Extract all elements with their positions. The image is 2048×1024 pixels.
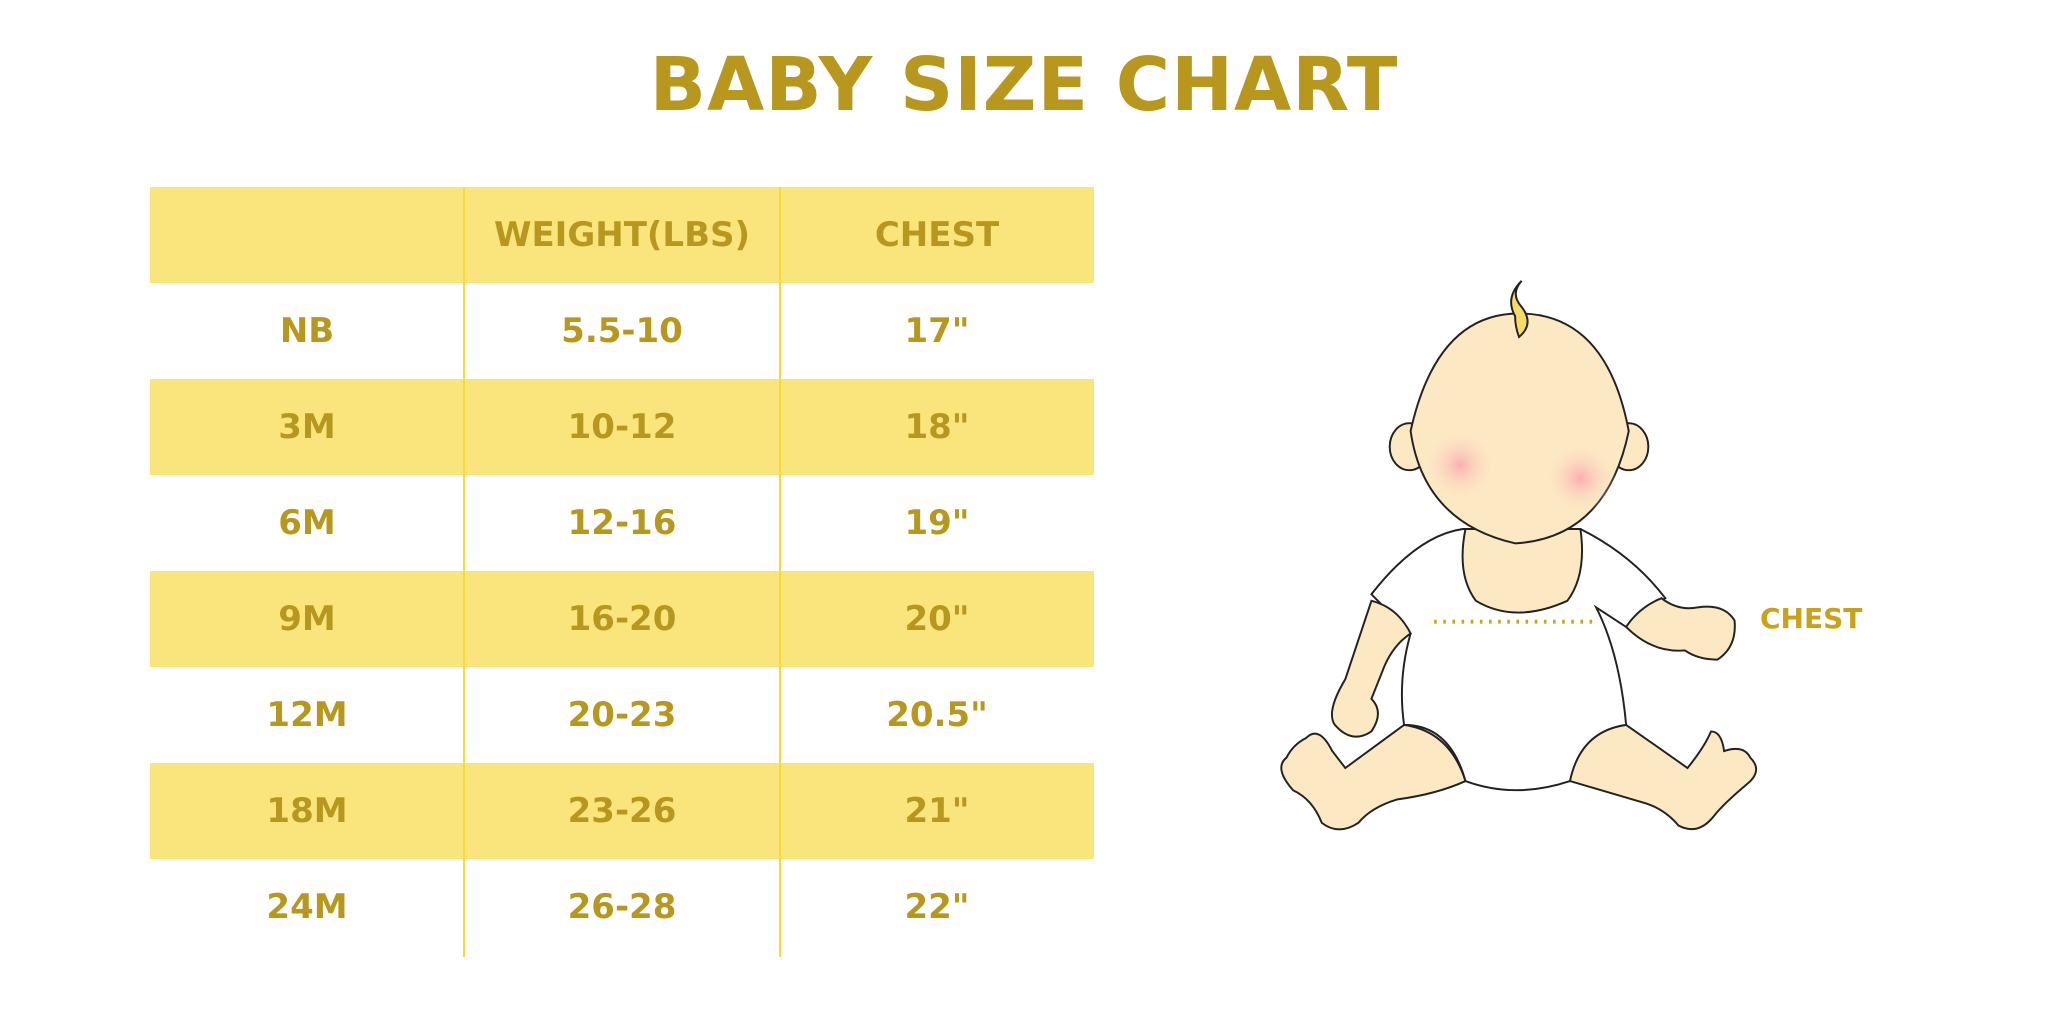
column-divider: [463, 187, 465, 957]
table-row: 3M 10-12 18": [150, 379, 1094, 475]
weight-cell: 12-16: [567, 503, 677, 543]
table-row: 12M 20-23 20.5": [150, 667, 1094, 763]
chest-cell: 20": [904, 599, 970, 639]
size-cell: 24M: [266, 887, 348, 927]
chest-label: CHEST: [1760, 602, 1863, 635]
chest-cell: 19": [904, 503, 970, 543]
column-divider: [779, 187, 781, 957]
size-table: WEIGHT(LBS) CHEST NB 5.5-10 17" 3M 10-12…: [150, 187, 1094, 955]
header-chest: CHEST: [874, 215, 1000, 255]
table-row: 24M 26-28 22": [150, 859, 1094, 955]
weight-cell: 5.5-10: [561, 311, 683, 351]
weight-cell: 26-28: [567, 887, 677, 927]
cheek-right: [1543, 441, 1617, 515]
weight-cell: 10-12: [567, 407, 677, 447]
baby-body: [1280, 312, 1758, 831]
table-header-row: WEIGHT(LBS) CHEST: [150, 187, 1094, 283]
size-cell: 9M: [278, 599, 336, 639]
chest-cell: 20.5": [886, 695, 988, 735]
table-row: 18M 23-26 21": [150, 763, 1094, 859]
table-row: NB 5.5-10 17": [150, 283, 1094, 379]
weight-cell: 23-26: [567, 791, 677, 831]
cheek-left: [1423, 428, 1497, 502]
chest-cell: 18": [904, 407, 970, 447]
chest-cell: 22": [904, 887, 970, 927]
size-cell: 12M: [266, 695, 348, 735]
table-row: 6M 12-16 19": [150, 475, 1094, 571]
weight-cell: 16-20: [567, 599, 677, 639]
header-weight: WEIGHT(LBS): [493, 215, 751, 255]
page-title: BABY SIZE CHART: [649, 42, 1399, 128]
chest-cell: 21": [904, 791, 970, 831]
size-cell: NB: [279, 311, 335, 351]
table-row: 9M 16-20 20": [150, 571, 1094, 667]
hair-curl: [1510, 280, 1529, 339]
chest-cell: 17": [904, 311, 970, 351]
size-cell: 6M: [278, 503, 336, 543]
size-cell: 3M: [278, 407, 336, 447]
size-cell: 18M: [266, 791, 348, 831]
weight-cell: 20-23: [567, 695, 677, 735]
